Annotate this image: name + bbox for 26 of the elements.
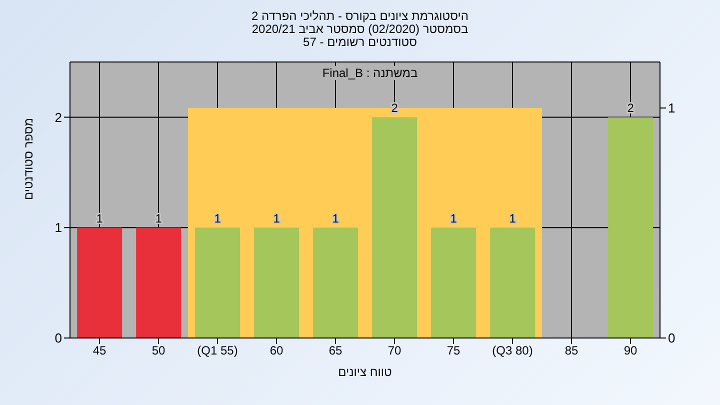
x-axis-title: טווח ציונים: [338, 365, 392, 379]
x-tick-label: 70: [388, 344, 402, 358]
data-label: 1: [509, 212, 516, 226]
annotation: במשתנה : Final_B: [319, 66, 421, 80]
data-label: 2: [391, 101, 398, 116]
x-tick-label: (Q3 80): [492, 344, 533, 358]
data-label: 1: [332, 212, 340, 226]
data-label: 1: [450, 212, 458, 226]
y2-tick-label: 0: [668, 330, 676, 346]
x-tick-label: 75: [446, 344, 460, 358]
x-tick-label: 50: [152, 344, 166, 358]
chart-subtitle: בסמסטר (02/2020) סמסטר אביב 2020/21 סטודנטים רשומים - 57: [250, 22, 470, 49]
y2-tick-label: 1: [668, 100, 676, 116]
x-tick-label: 45: [92, 344, 106, 358]
x-tick-label: 85: [564, 344, 578, 358]
chart-title: היסטוגרמת ציונים בקורס - תהליכי הפרדה 2: [250, 9, 470, 23]
y-tick-label: 2: [54, 110, 62, 125]
x-tick-label: 90: [624, 344, 638, 358]
x-tick-label: 60: [270, 344, 284, 358]
x-tick-label: 65: [328, 344, 342, 358]
x-tick-label: (Q1 55): [197, 344, 238, 358]
y-tick-label: 0: [54, 330, 62, 346]
data-label: 1: [273, 212, 280, 226]
y-axis-title: מספר סטודנטים: [21, 118, 36, 200]
y-tick-label: 1: [54, 220, 62, 236]
data-label: 1: [214, 212, 222, 226]
